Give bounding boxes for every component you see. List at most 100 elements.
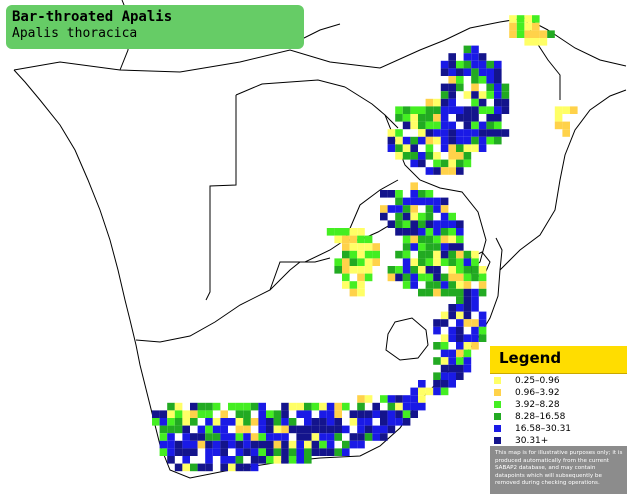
grid-cell bbox=[235, 418, 244, 426]
grid-cell bbox=[456, 228, 464, 236]
grid-cell bbox=[433, 114, 441, 122]
grid-cell bbox=[281, 440, 289, 449]
grid-cell bbox=[494, 136, 502, 145]
grid-cell bbox=[387, 402, 396, 411]
grid-cell bbox=[205, 456, 213, 464]
grid-cell bbox=[235, 433, 244, 441]
grid-cell bbox=[425, 266, 434, 274]
grid-cell bbox=[433, 159, 441, 168]
grid-cell bbox=[509, 30, 517, 38]
grid-cell bbox=[410, 410, 418, 418]
grid-cell bbox=[410, 395, 418, 403]
grid-cell bbox=[228, 433, 236, 441]
grid-cell bbox=[304, 418, 312, 426]
grid-cell bbox=[410, 243, 418, 251]
grid-cell bbox=[562, 106, 570, 114]
grid-cell bbox=[342, 402, 350, 411]
grid-cell bbox=[463, 288, 472, 297]
grid-cell bbox=[448, 311, 456, 320]
grid-cell bbox=[197, 463, 206, 472]
grid-cell bbox=[433, 387, 441, 396]
grid-cell bbox=[456, 334, 464, 342]
grid-cell bbox=[425, 273, 434, 282]
grid-cell bbox=[478, 76, 487, 84]
grid-cell bbox=[456, 372, 464, 380]
grid-cell bbox=[463, 152, 472, 160]
grid-cell bbox=[471, 53, 479, 61]
grid-cell bbox=[342, 266, 350, 274]
grid-cell bbox=[463, 68, 472, 76]
grid-cell bbox=[152, 410, 160, 418]
grid-cell bbox=[440, 60, 449, 69]
grid-cell bbox=[448, 326, 456, 335]
grid-cell bbox=[243, 448, 251, 456]
grid-cell bbox=[349, 266, 358, 274]
grid-cell bbox=[402, 144, 411, 152]
grid-cell bbox=[182, 440, 190, 449]
grid-cell bbox=[266, 440, 274, 449]
grid-cell bbox=[471, 334, 479, 342]
legend-label: 8.28–16.58 bbox=[515, 412, 566, 422]
grid-cell bbox=[235, 425, 244, 434]
grid-cell bbox=[342, 243, 350, 251]
grid-cell bbox=[440, 387, 449, 396]
grid-cell bbox=[463, 319, 472, 327]
grid-cell bbox=[357, 288, 365, 297]
grid-cell bbox=[524, 30, 532, 38]
grid-cell bbox=[349, 281, 358, 289]
grid-cell bbox=[456, 304, 464, 312]
grid-cell bbox=[410, 235, 418, 244]
grid-cell bbox=[197, 433, 206, 441]
grid-cell bbox=[478, 144, 487, 152]
grid-cell bbox=[478, 98, 487, 107]
grid-cell bbox=[433, 167, 441, 175]
grid-cell bbox=[402, 121, 411, 130]
orange-river-border bbox=[135, 257, 331, 343]
grid-cell bbox=[440, 129, 449, 137]
grid-cell bbox=[478, 273, 487, 282]
grid-cell bbox=[425, 152, 434, 160]
grid-cell bbox=[418, 266, 426, 274]
grid-cell bbox=[463, 159, 472, 168]
grid-cell bbox=[174, 418, 183, 426]
grid-cell bbox=[524, 38, 532, 46]
grid-cell bbox=[440, 364, 449, 373]
grid-cell bbox=[326, 418, 335, 426]
grid-cell bbox=[410, 212, 418, 221]
grid-cell bbox=[266, 456, 274, 464]
grid-cell bbox=[425, 98, 434, 107]
legend-label: 0.96–3.92 bbox=[515, 388, 560, 398]
grid-cell bbox=[478, 106, 487, 114]
distribution-cells bbox=[152, 15, 578, 472]
grid-cell bbox=[205, 418, 213, 426]
grid-cell bbox=[319, 402, 327, 411]
grid-cell bbox=[418, 395, 426, 403]
grid-cell bbox=[425, 167, 434, 175]
grid-cell bbox=[250, 433, 259, 441]
grid-cell bbox=[311, 440, 320, 449]
grid-cell bbox=[456, 60, 464, 69]
grid-cell bbox=[463, 281, 472, 289]
grid-cell bbox=[440, 136, 449, 145]
grid-cell bbox=[243, 418, 251, 426]
grid-cell bbox=[486, 106, 494, 114]
grid-cell bbox=[463, 121, 472, 130]
grid-cell bbox=[205, 433, 213, 441]
grid-cell bbox=[167, 448, 175, 456]
grid-cell bbox=[486, 68, 494, 76]
grid-cell bbox=[494, 106, 502, 114]
grid-cell bbox=[440, 334, 449, 342]
grid-cell bbox=[532, 38, 540, 46]
grid-cell bbox=[425, 129, 434, 137]
grid-cell bbox=[410, 220, 418, 228]
grid-cell bbox=[197, 425, 206, 434]
zimbabwe-botswana-border bbox=[344, 179, 399, 241]
grid-cell bbox=[440, 372, 449, 380]
grid-cell bbox=[266, 433, 274, 441]
grid-cell bbox=[174, 463, 183, 472]
grid-cell bbox=[334, 425, 342, 434]
grid-cell bbox=[418, 402, 426, 411]
grid-cell bbox=[357, 410, 365, 418]
grid-cell bbox=[433, 228, 441, 236]
